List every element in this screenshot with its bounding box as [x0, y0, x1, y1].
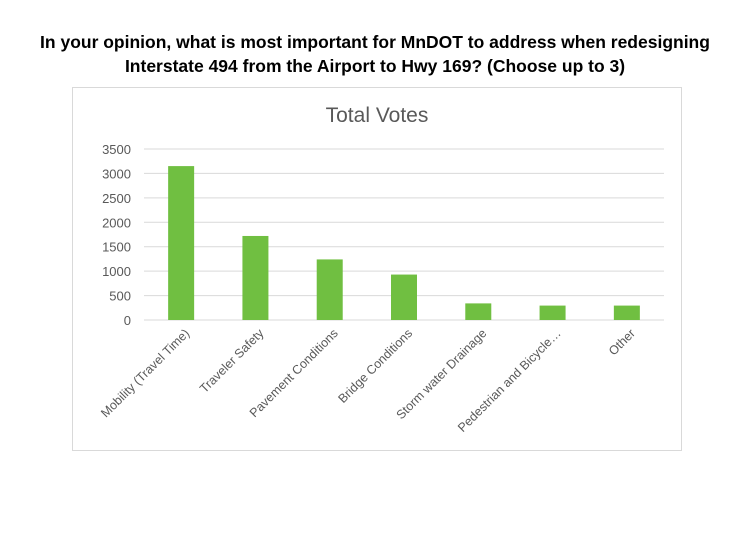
- bars: [168, 166, 640, 320]
- chart-frame: Total Votes 0 500 1000 1500 2000 2500 3000 3500…: [72, 87, 682, 451]
- bar: [242, 235, 269, 320]
- survey-question-line-1: In your opinion, what is most important …: [40, 32, 710, 52]
- x-category-label: Mobility (Travel Time): [98, 326, 192, 420]
- x-category-label: Bridge Conditions: [335, 326, 415, 406]
- bar: [465, 303, 492, 320]
- x-category-label: Traveler Safety: [197, 326, 267, 396]
- y-tick-label: 0: [124, 313, 131, 328]
- y-tick-label: 3500: [102, 142, 131, 157]
- y-axis-tick-labels: 0 500 1000 1500 2000 2500 3000 3500: [102, 142, 131, 328]
- y-tick-label: 1500: [102, 240, 131, 255]
- y-tick-label: 2500: [102, 191, 131, 206]
- x-category-label: Other: [606, 326, 638, 358]
- x-axis-category-labels: Mobility (Travel Time) Traveler SafetyPav…: [98, 326, 638, 435]
- bar: [168, 166, 195, 320]
- bar-chart: Total Votes 0 500 1000 1500 2000 2500 3000 3500…: [98, 104, 664, 435]
- survey-question: In your opinion, what is most important …: [0, 30, 750, 78]
- bar: [613, 305, 640, 320]
- gridlines: [144, 148, 664, 321]
- y-tick-label: 1000: [102, 264, 131, 279]
- y-tick-label: 2000: [102, 215, 131, 230]
- y-tick-label: 3000: [102, 166, 131, 181]
- bar: [391, 274, 417, 320]
- y-tick-label: 500: [109, 289, 131, 304]
- bar: [316, 259, 343, 320]
- chart-title: Total Votes: [326, 104, 429, 127]
- bar: [539, 305, 566, 320]
- survey-question-line-2: Interstate 494 from the Airport to Hwy 1…: [124, 56, 626, 76]
